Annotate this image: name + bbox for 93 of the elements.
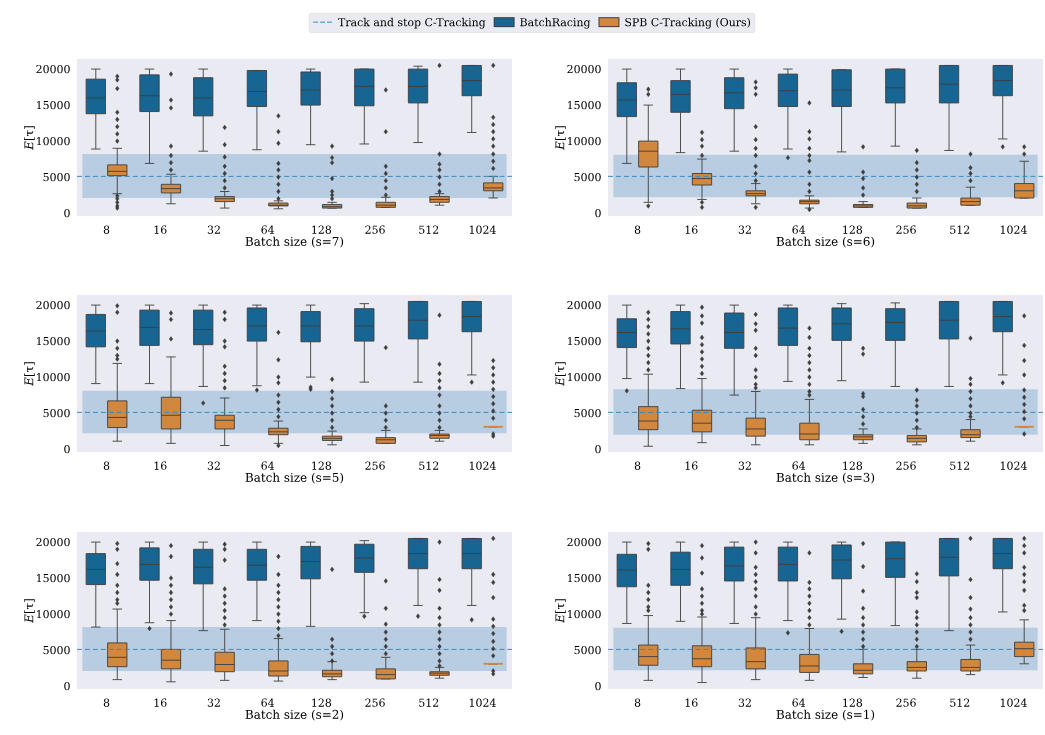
y-tick-label: 20000 xyxy=(567,300,601,310)
x-tick-label: 16 xyxy=(154,461,167,470)
x-tick-label: 128 xyxy=(312,461,332,470)
x-tick-label: 64 xyxy=(792,698,806,707)
x-tick-label: 8 xyxy=(103,461,110,470)
x-tick-label: 64 xyxy=(792,461,806,470)
y-tick-label: 5000 xyxy=(43,645,70,655)
y-tick-label: 20000 xyxy=(567,64,601,74)
x-tick-label: 1024 xyxy=(469,225,496,234)
x-tick-label: 256 xyxy=(365,698,385,707)
x-tick-label: 128 xyxy=(843,225,863,234)
x-tick-label: 16 xyxy=(154,698,167,707)
x-tick-label: 256 xyxy=(896,698,916,707)
x-tick-label: 128 xyxy=(843,698,863,707)
legend-label: SPB C-Tracking (Ours) xyxy=(625,17,751,29)
x-tick-label: 256 xyxy=(365,461,385,470)
y-tick-label: 5000 xyxy=(43,408,70,418)
x-axis-title: Batch size (s=3) xyxy=(776,472,875,484)
y-tick-label: 5000 xyxy=(43,172,70,182)
y-axis-title: E[τ] xyxy=(555,126,566,151)
x-axis-title: Batch size (s=1) xyxy=(776,709,875,721)
y-tick-label: 5000 xyxy=(574,408,601,418)
x-tick-label: 32 xyxy=(207,698,220,707)
x-tick-label: 1024 xyxy=(1000,698,1027,707)
x-tick-label: 256 xyxy=(365,225,385,234)
x-tick-label: 32 xyxy=(738,698,751,707)
y-axis-title: E[τ] xyxy=(24,362,35,387)
x-tick-label: 256 xyxy=(896,461,916,470)
y-tick-label: 0 xyxy=(595,208,601,218)
y-tick-label: 20000 xyxy=(36,64,70,74)
x-tick-label: 8 xyxy=(103,698,110,707)
x-tick-label: 8 xyxy=(634,461,641,470)
y-tick-label: 15000 xyxy=(36,573,70,583)
x-tick-label: 32 xyxy=(738,461,751,470)
y-tick-label: 10000 xyxy=(36,372,70,382)
y-tick-label: 5000 xyxy=(574,645,601,655)
x-tick-label: 64 xyxy=(792,225,806,234)
y-tick-label: 15000 xyxy=(36,100,70,110)
y-tick-label: 5000 xyxy=(574,172,601,182)
y-tick-label: 10000 xyxy=(567,136,601,146)
x-tick-label: 128 xyxy=(843,461,863,470)
x-tick-label: 512 xyxy=(419,698,439,707)
y-tick-label: 10000 xyxy=(567,372,601,382)
x-tick-label: 1024 xyxy=(469,698,496,707)
x-tick-label: 512 xyxy=(950,225,970,234)
x-tick-label: 16 xyxy=(685,698,698,707)
y-tick-label: 20000 xyxy=(36,537,70,547)
x-axis-title: Batch size (s=7) xyxy=(245,236,344,248)
x-axis-title: Batch size (s=2) xyxy=(245,709,344,721)
x-tick-label: 512 xyxy=(950,698,970,707)
x-tick-label: 32 xyxy=(207,461,220,470)
y-tick-label: 15000 xyxy=(36,336,70,346)
y-axis-title: E[τ] xyxy=(24,126,35,151)
y-tick-label: 0 xyxy=(64,444,70,454)
x-axis-title: Batch size (s=5) xyxy=(245,472,344,484)
x-tick-label: 64 xyxy=(261,225,275,234)
y-tick-label: 10000 xyxy=(36,609,70,619)
x-tick-label: 1024 xyxy=(1000,225,1027,234)
y-axis-title: E[τ] xyxy=(555,362,566,387)
y-axis-title: E[τ] xyxy=(555,599,566,624)
legend-label: BatchRacing xyxy=(520,17,591,29)
x-tick-label: 1024 xyxy=(469,461,496,470)
y-tick-label: 15000 xyxy=(567,336,601,346)
x-tick-label: 32 xyxy=(738,225,751,234)
y-tick-label: 20000 xyxy=(36,300,70,310)
x-axis-title: Batch size (s=6) xyxy=(776,236,875,248)
x-tick-label: 128 xyxy=(312,698,332,707)
y-tick-label: 0 xyxy=(595,444,601,454)
y-tick-label: 0 xyxy=(595,681,601,691)
y-tick-label: 0 xyxy=(64,208,70,218)
x-tick-label: 8 xyxy=(634,698,641,707)
x-tick-label: 1024 xyxy=(1000,461,1027,470)
x-tick-label: 8 xyxy=(634,225,641,234)
x-tick-label: 256 xyxy=(896,225,916,234)
x-tick-label: 64 xyxy=(261,698,275,707)
x-tick-label: 128 xyxy=(312,225,332,234)
x-tick-label: 512 xyxy=(950,461,970,470)
x-tick-label: 512 xyxy=(419,461,439,470)
y-axis-title: E[τ] xyxy=(24,599,35,624)
y-tick-label: 15000 xyxy=(567,100,601,110)
y-tick-label: 20000 xyxy=(567,537,601,547)
x-tick-label: 16 xyxy=(685,461,698,470)
x-tick-label: 32 xyxy=(207,225,220,234)
x-tick-label: 64 xyxy=(261,461,275,470)
x-tick-label: 16 xyxy=(154,225,167,234)
legend-label: Track and stop C-Tracking xyxy=(338,17,486,29)
x-tick-label: 512 xyxy=(419,225,439,234)
x-tick-label: 8 xyxy=(103,225,110,234)
x-tick-label: 16 xyxy=(685,225,698,234)
y-tick-label: 15000 xyxy=(567,573,601,583)
y-tick-label: 0 xyxy=(64,681,70,691)
y-tick-label: 10000 xyxy=(36,136,70,146)
y-tick-label: 10000 xyxy=(567,609,601,619)
